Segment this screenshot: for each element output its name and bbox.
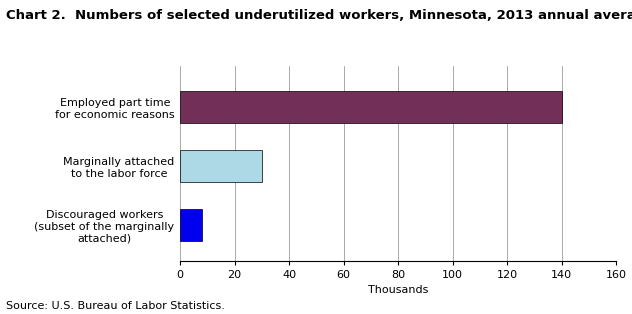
Bar [180,209,202,241]
Bar [180,150,262,182]
Text: Chart 2.  Numbers of selected underutilized workers, Minnesota, 2013 annual aver: Chart 2. Numbers of selected underutiliz… [6,9,632,22]
Text: Source: U.S. Bureau of Labor Statistics.: Source: U.S. Bureau of Labor Statistics. [6,301,225,311]
Bar [180,91,562,123]
X-axis label: Thousands: Thousands [368,285,428,295]
